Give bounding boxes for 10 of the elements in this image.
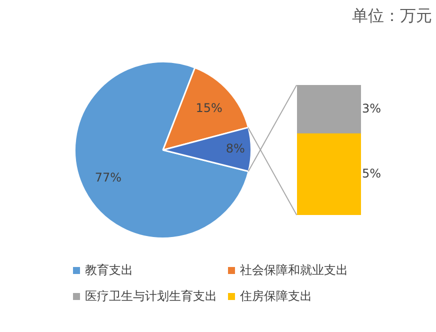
data-label: 15% [196,100,222,115]
text: 单位：万元 [352,6,432,27]
data-label: 5% [362,166,382,180]
data-label: 77% [94,170,122,185]
legend-label: 住房保障支出 [240,288,312,305]
legend-label: 医疗卫生与计划生育支出 [85,288,217,305]
data-label: 8% [226,142,245,156]
data-label: 3% [362,102,382,116]
legend-label: 教育支出 [85,262,133,279]
legend-label: 社会保障和就业支出 [240,262,348,279]
